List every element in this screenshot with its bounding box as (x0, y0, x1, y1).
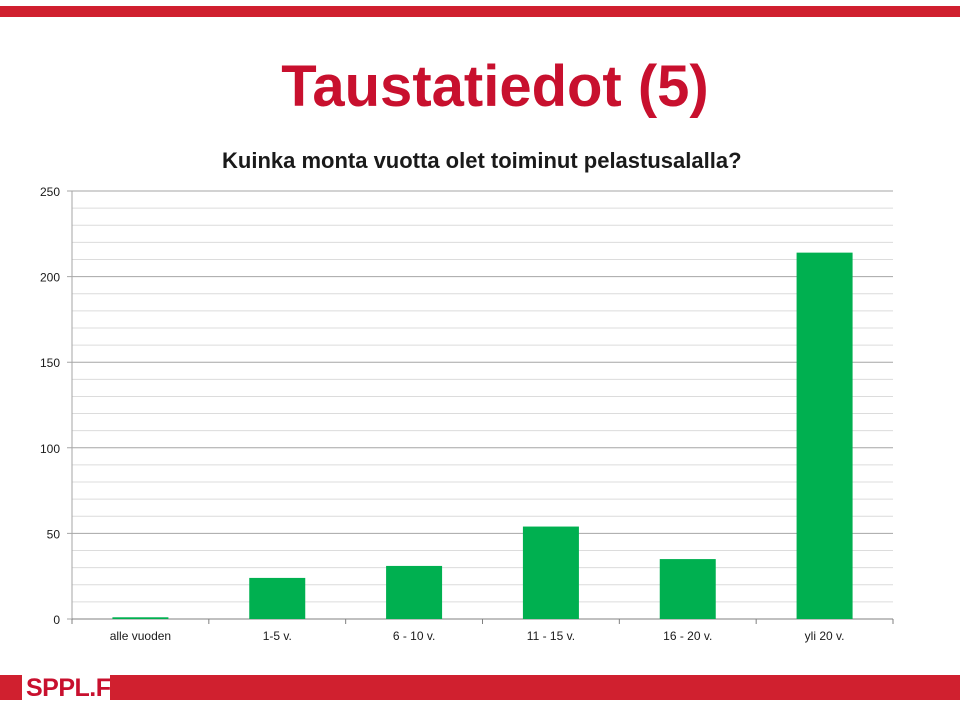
footer-left-block (0, 675, 22, 700)
bar (112, 617, 169, 619)
bar (659, 559, 716, 619)
y-tick-label: 250 (40, 185, 60, 199)
axes (71, 191, 894, 624)
y-tick-label: 200 (40, 271, 60, 285)
y-tick-label: 150 (40, 356, 60, 370)
footer-right-block (110, 675, 960, 700)
y-tick-label: 0 (53, 613, 60, 627)
bar (386, 565, 443, 619)
labels: 0 50 100 150 200 250 alle vuoden 1-5 v. 6 - 10 v… (40, 185, 845, 643)
bars (112, 252, 853, 619)
bar (522, 526, 579, 619)
x-tick-label: yli 20 v. (805, 629, 845, 643)
slide-title: Taustatiedot (5) (281, 54, 709, 119)
sppl-logo: SPPL.FI (26, 674, 117, 702)
x-tick-label: 6 - 10 v. (393, 629, 435, 643)
x-tick-label: 1-5 v. (263, 629, 292, 643)
grid-lines (67, 190, 893, 620)
x-tick-label: alle vuoden (110, 629, 171, 643)
x-tick-label: 16 - 20 v. (663, 629, 712, 643)
bar (796, 252, 853, 619)
footer-bar: SPPL.FI (0, 674, 960, 702)
top-red-bar (0, 6, 960, 17)
y-tick-label: 100 (40, 442, 60, 456)
x-tick-label: 11 - 15 v. (527, 629, 575, 643)
y-tick-label: 50 (47, 527, 61, 541)
chart-title: Kuinka monta vuotta olet toiminut pelast… (222, 148, 742, 173)
bar (249, 577, 306, 619)
